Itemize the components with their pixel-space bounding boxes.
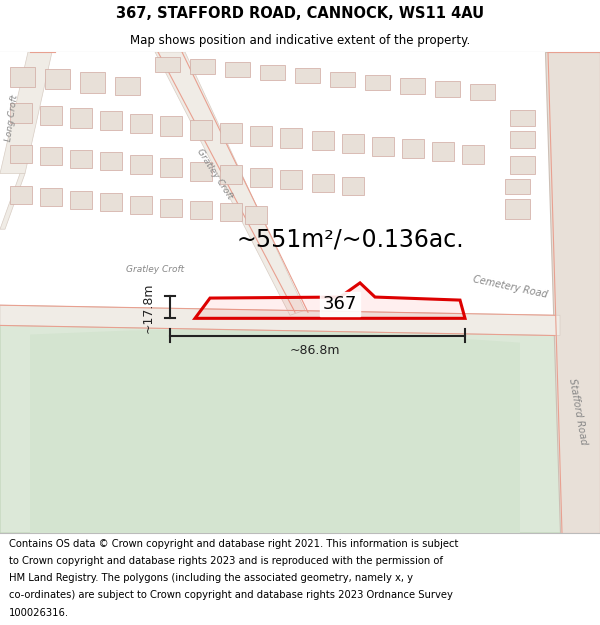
Polygon shape [40, 147, 62, 166]
Text: Cemetery Road: Cemetery Road [472, 274, 548, 300]
Polygon shape [190, 201, 212, 219]
Polygon shape [190, 120, 212, 140]
Text: Stafford Road: Stafford Road [567, 378, 589, 446]
Polygon shape [470, 84, 495, 99]
Polygon shape [115, 78, 140, 94]
Polygon shape [10, 102, 32, 123]
Polygon shape [10, 145, 32, 163]
Polygon shape [372, 137, 394, 156]
Polygon shape [100, 111, 122, 130]
Text: 100026316.: 100026316. [9, 608, 69, 618]
Polygon shape [160, 158, 182, 176]
Polygon shape [220, 123, 242, 143]
Polygon shape [280, 128, 302, 148]
Polygon shape [130, 155, 152, 174]
Polygon shape [155, 52, 305, 315]
Polygon shape [0, 318, 600, 533]
Polygon shape [342, 176, 364, 195]
Text: ~86.8m: ~86.8m [290, 344, 340, 357]
Polygon shape [510, 156, 535, 174]
Polygon shape [505, 179, 530, 194]
Text: Contains OS data © Crown copyright and database right 2021. This information is : Contains OS data © Crown copyright and d… [9, 539, 458, 549]
Text: Long Croft: Long Croft [4, 94, 20, 142]
Polygon shape [435, 81, 460, 96]
Polygon shape [545, 52, 600, 533]
Polygon shape [80, 72, 105, 92]
Text: ~17.8m: ~17.8m [142, 283, 155, 334]
Text: HM Land Registry. The polygons (including the associated geometry, namely x, y: HM Land Registry. The polygons (includin… [9, 574, 413, 584]
Polygon shape [10, 68, 35, 88]
Polygon shape [40, 188, 62, 206]
Polygon shape [195, 283, 465, 318]
Polygon shape [462, 145, 484, 164]
Polygon shape [402, 139, 424, 158]
Polygon shape [312, 174, 334, 192]
Polygon shape [220, 166, 242, 184]
Polygon shape [40, 106, 62, 125]
Polygon shape [160, 116, 182, 136]
Polygon shape [100, 152, 122, 171]
Polygon shape [312, 131, 334, 150]
Polygon shape [30, 329, 520, 533]
Polygon shape [400, 78, 425, 94]
Polygon shape [0, 174, 25, 229]
Polygon shape [295, 68, 320, 83]
Polygon shape [365, 75, 390, 91]
Polygon shape [70, 107, 92, 128]
Text: 367, STAFFORD ROAD, CANNOCK, WS11 4AU: 367, STAFFORD ROAD, CANNOCK, WS11 4AU [116, 6, 484, 21]
Polygon shape [0, 305, 560, 336]
Polygon shape [70, 191, 92, 209]
Polygon shape [130, 114, 152, 133]
Polygon shape [260, 65, 285, 81]
Polygon shape [342, 134, 364, 153]
Polygon shape [190, 59, 215, 74]
Text: co-ordinates) are subject to Crown copyright and database rights 2023 Ordnance S: co-ordinates) are subject to Crown copyr… [9, 591, 453, 601]
Polygon shape [0, 52, 52, 174]
Polygon shape [45, 69, 70, 89]
Text: Gratley Croft: Gratley Croft [196, 147, 235, 201]
Polygon shape [510, 110, 535, 126]
Polygon shape [220, 203, 242, 221]
Text: Gratley Croft: Gratley Croft [126, 265, 184, 274]
Polygon shape [70, 150, 92, 169]
Polygon shape [250, 169, 272, 187]
Polygon shape [160, 199, 182, 217]
Polygon shape [225, 62, 250, 78]
Text: 367: 367 [323, 295, 357, 313]
Text: Map shows position and indicative extent of the property.: Map shows position and indicative extent… [130, 34, 470, 47]
Polygon shape [432, 142, 454, 161]
Polygon shape [250, 126, 272, 146]
Text: ~551m²/~0.136ac.: ~551m²/~0.136ac. [236, 228, 464, 251]
Polygon shape [280, 171, 302, 189]
Polygon shape [245, 206, 267, 224]
Polygon shape [10, 186, 32, 204]
Polygon shape [330, 72, 355, 88]
Polygon shape [190, 162, 212, 181]
Polygon shape [510, 131, 535, 148]
Text: to Crown copyright and database rights 2023 and is reproduced with the permissio: to Crown copyright and database rights 2… [9, 556, 443, 566]
Polygon shape [100, 192, 122, 211]
Polygon shape [155, 57, 180, 72]
Polygon shape [130, 196, 152, 214]
Polygon shape [505, 199, 530, 219]
